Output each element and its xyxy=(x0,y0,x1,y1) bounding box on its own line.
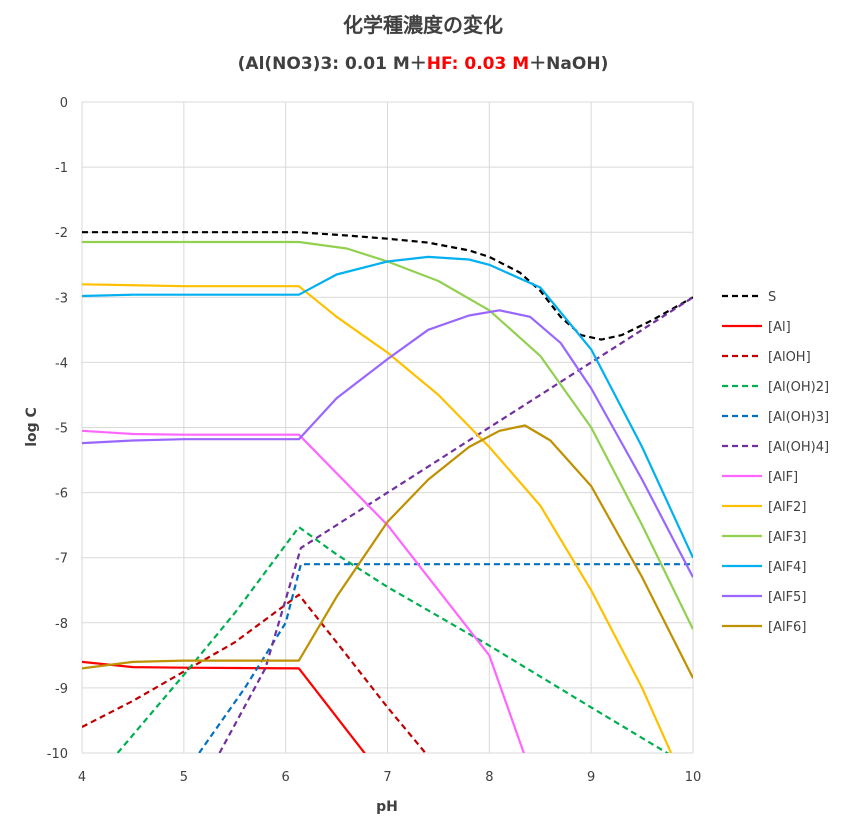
legend-label: [AlF6] xyxy=(768,620,806,635)
x-tick-label: 5 xyxy=(180,770,188,785)
series-line xyxy=(82,283,673,753)
y-tick-label: -8 xyxy=(55,617,68,632)
series-line xyxy=(116,526,670,753)
legend-label: [Al(OH)2] xyxy=(768,380,829,395)
x-tick-label: 6 xyxy=(282,770,290,785)
x-tick-labels: 4 5 6 7 8 9 10 xyxy=(78,770,701,785)
series-lines xyxy=(82,231,693,753)
legend-label: [AlF] xyxy=(768,470,798,485)
y-tick-label: 0 xyxy=(60,96,68,111)
x-tick-label: 10 xyxy=(685,770,702,785)
series-line xyxy=(82,593,427,753)
x-tick-label: 8 xyxy=(485,770,493,785)
legend-label: [AlF5] xyxy=(768,590,806,605)
y-tick-label: -6 xyxy=(55,487,68,502)
chart-subtitle: (Al(NO3)3: 0.01 M＋HF: 0.03 M＋NaOH) xyxy=(238,54,609,74)
series-line xyxy=(82,424,693,679)
x-axis-title: pH xyxy=(376,799,398,815)
series-line xyxy=(198,563,693,753)
subtitle-part-3: ＋NaOH) xyxy=(529,54,608,74)
y-tick-label: -2 xyxy=(55,226,68,241)
y-tick-label: -9 xyxy=(55,682,68,697)
y-tick-label: -7 xyxy=(55,552,68,567)
legend: S [Al] [AlOH] [Al(OH)2] [Al(OH)3] [Al(OH)4] [A… xyxy=(722,290,829,635)
series-line xyxy=(82,660,366,753)
subtitle-part-2: HF: 0.03 M xyxy=(427,54,529,74)
series-line xyxy=(82,429,525,753)
y-tick-label: -3 xyxy=(55,291,68,306)
subtitle-part-1: (Al(NO3)3: 0.01 M＋ xyxy=(238,54,427,74)
series-line xyxy=(82,240,693,630)
x-tick-label: 7 xyxy=(383,770,391,785)
legend-label: [AlF3] xyxy=(768,530,806,545)
x-tick-label: 4 xyxy=(78,770,86,785)
legend-label: S xyxy=(768,290,776,305)
y-tick-label: -5 xyxy=(55,422,68,437)
legend-label: [Al] xyxy=(768,320,791,335)
y-tick-label: -4 xyxy=(55,356,68,371)
series-line xyxy=(218,296,693,753)
chart-title: 化学種濃度の変化 xyxy=(343,13,503,37)
legend-label: [AlF4] xyxy=(768,560,806,575)
y-axis-title: log C xyxy=(24,407,40,447)
series-line xyxy=(82,309,693,578)
y-tick-label: -1 xyxy=(55,161,68,176)
series-line xyxy=(82,255,693,559)
series-line xyxy=(82,231,693,341)
x-tick-label: 9 xyxy=(587,770,595,785)
legend-label: [Al(OH)3] xyxy=(768,410,829,425)
legend-label: [AlF2] xyxy=(768,500,806,515)
legend-label: [Al(OH)4] xyxy=(768,440,829,455)
y-tick-labels: 0 -1 -2 -3 -4 -5 -6 -7 -8 -9 -10 xyxy=(47,96,68,762)
y-tick-label: -10 xyxy=(47,747,68,762)
legend-label: [AlOH] xyxy=(768,350,811,365)
gridlines xyxy=(81,101,694,754)
